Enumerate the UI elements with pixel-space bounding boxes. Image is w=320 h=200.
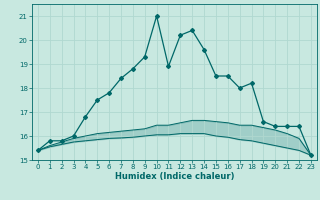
X-axis label: Humidex (Indice chaleur): Humidex (Indice chaleur) — [115, 172, 234, 181]
